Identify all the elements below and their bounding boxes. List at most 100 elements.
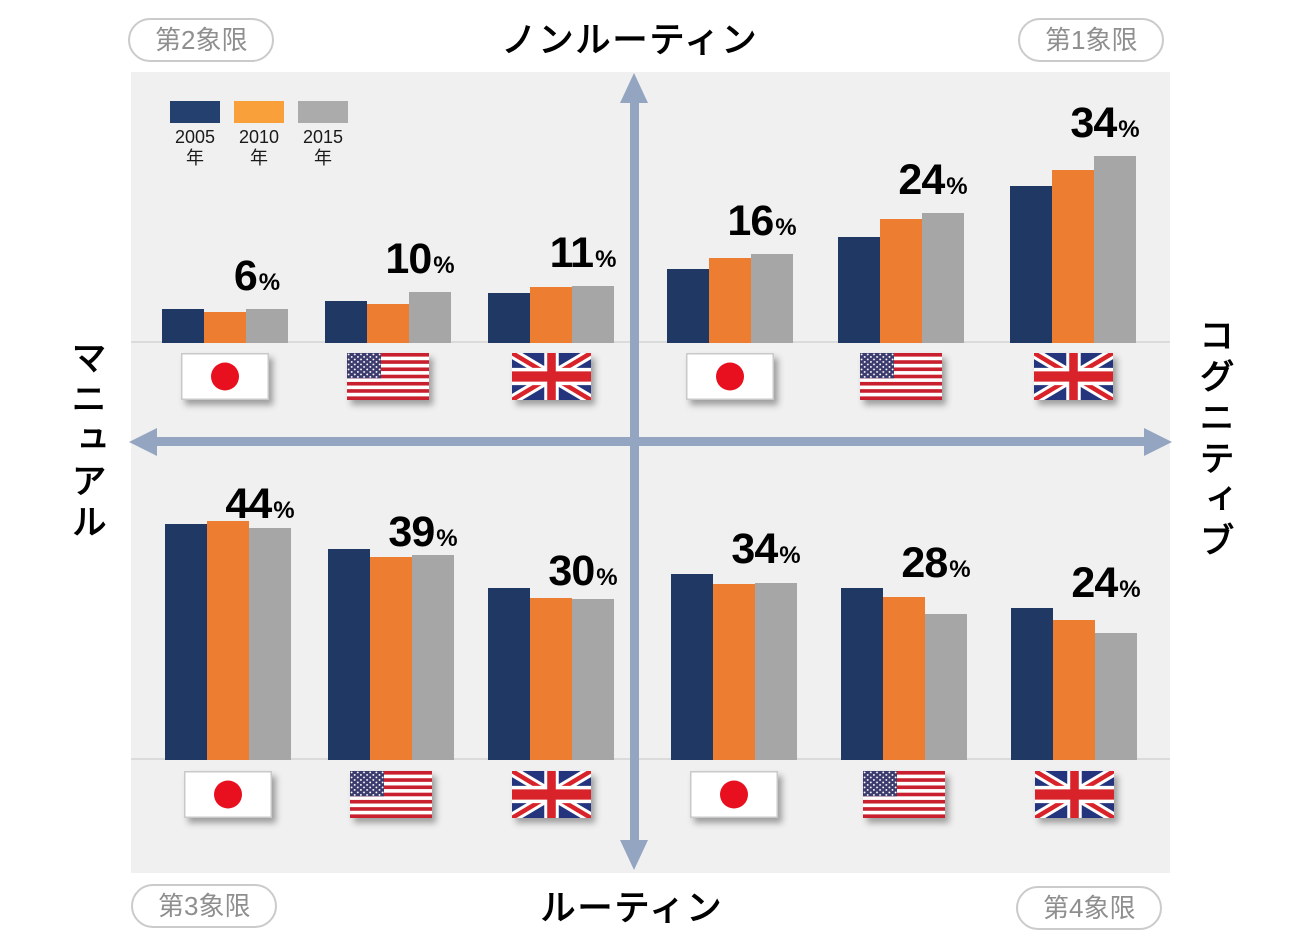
- quadrant-label-2: 第2象限: [128, 18, 275, 62]
- bar-bottom-right-usa-2010: [883, 596, 925, 760]
- percent-symbol: %: [596, 563, 618, 591]
- percent-symbol: %: [436, 524, 458, 552]
- bar-top-right-japan-2015: [751, 254, 793, 343]
- data-label-value: 39: [388, 507, 435, 556]
- data-label-bottom-left-japan: 44%: [225, 479, 295, 528]
- data-label-top-left-japan: 6%: [233, 251, 281, 300]
- percent-symbol: %: [1119, 575, 1141, 603]
- legend-year: 2005: [174, 127, 216, 147]
- bar-bottom-left-uk-2015: [572, 598, 614, 760]
- bar-top-left-usa-2015: [409, 291, 451, 343]
- bar-top-right-uk-2015: [1094, 156, 1136, 343]
- data-label-value: 24: [898, 155, 945, 204]
- bar-bottom-right-usa-2005: [841, 587, 883, 760]
- data-label-value: 28: [901, 538, 948, 587]
- bar-bottom-left-uk-2005: [488, 587, 530, 760]
- data-label-bottom-left-usa: 39%: [388, 507, 458, 556]
- bar-top-right-usa-2005: [838, 237, 880, 343]
- percent-symbol: %: [433, 251, 455, 279]
- data-label-bottom-right-uk: 24%: [1071, 558, 1141, 607]
- data-label-value: 24: [1071, 558, 1118, 607]
- arrow-up-icon: [620, 73, 648, 103]
- bar-top-left-japan-2010: [204, 312, 246, 343]
- data-label-value: 10: [385, 234, 432, 283]
- axis-label-cognitive: コグニティブ: [1194, 317, 1234, 563]
- bar-top-left-usa-2010: [367, 303, 409, 343]
- percent-symbol: %: [258, 268, 281, 296]
- horizontal-axis: [155, 437, 1147, 446]
- bar-top-left-usa-2005: [325, 301, 367, 343]
- percent-symbol: %: [595, 245, 617, 273]
- legend-label: 2010 年: [234, 127, 284, 169]
- data-label-value: 34: [1070, 99, 1117, 147]
- bar-bottom-left-usa-2010: [370, 556, 412, 760]
- usa-flag-icon: [860, 353, 942, 400]
- bar-bottom-right-japan-2010: [713, 584, 755, 760]
- uk-flag-icon: [1033, 353, 1113, 400]
- bar-bottom-left-japan-2015: [249, 527, 291, 760]
- bar-bottom-left-usa-2015: [412, 554, 454, 760]
- arrow-down-icon: [620, 840, 648, 870]
- bar-top-left-uk-2010: [530, 287, 572, 343]
- usa-flag-icon: [350, 771, 432, 818]
- data-label-value: 44: [225, 479, 272, 528]
- japan-flag-icon: [181, 353, 269, 400]
- axis-label-routine: ルーティン: [540, 889, 724, 928]
- legend-item-2005: 2005 年: [170, 101, 220, 169]
- plot-area: [131, 72, 1170, 873]
- uk-flag-icon: [511, 353, 591, 400]
- percent-symbol: %: [273, 496, 295, 524]
- data-label-top-left-usa: 10%: [385, 234, 455, 283]
- legend: 2005 年 2010 年 2015 年: [170, 101, 362, 169]
- legend-item-2015: 2015 年: [298, 101, 348, 169]
- percent-symbol: %: [946, 172, 968, 200]
- data-label-bottom-right-japan: 34%: [731, 528, 800, 571]
- data-label-top-right-usa: 24%: [898, 155, 968, 204]
- data-label-value: 11: [549, 228, 594, 277]
- legend-year: 2015: [302, 127, 344, 147]
- percent-symbol: %: [775, 214, 797, 242]
- data-label-value: 6: [233, 251, 258, 300]
- axis-label-nonroutine: ノンルーティン: [501, 21, 759, 60]
- bar-top-right-usa-2010: [880, 219, 922, 343]
- bar-top-right-japan-2005: [667, 269, 709, 343]
- data-label-top-right-japan: 16%: [727, 200, 796, 243]
- percent-symbol: %: [779, 542, 801, 570]
- bar-top-right-usa-2015: [922, 212, 964, 343]
- uk-flag-icon: [511, 771, 591, 818]
- legend-swatch-0: [170, 101, 220, 123]
- legend-item-2010: 2010 年: [234, 101, 284, 169]
- bar-bottom-right-uk-2010: [1053, 619, 1095, 760]
- legend-year-suffix: 年: [314, 148, 332, 168]
- vertical-axis: [629, 100, 639, 843]
- bar-bottom-right-uk-2015: [1095, 632, 1137, 760]
- data-label-bottom-right-usa: 28%: [901, 538, 970, 587]
- bar-bottom-right-usa-2015: [925, 613, 967, 760]
- japan-flag-icon: [690, 771, 778, 818]
- legend-label: 2005 年: [170, 127, 220, 169]
- japan-flag-icon: [686, 353, 774, 400]
- bar-bottom-right-japan-2015: [755, 582, 797, 760]
- japan-flag-icon: [184, 771, 272, 818]
- legend-year-suffix: 年: [250, 148, 268, 168]
- quadrant-label-3: 第3象限: [131, 884, 278, 928]
- bar-top-left-japan-2015: [246, 309, 288, 343]
- legend-year: 2010: [238, 127, 280, 147]
- bar-top-right-japan-2010: [709, 258, 751, 343]
- arrow-right-icon: [1144, 427, 1172, 456]
- bar-bottom-left-uk-2010: [530, 597, 572, 760]
- percent-symbol: %: [1118, 116, 1140, 143]
- bar-bottom-left-japan-2005: [165, 524, 207, 760]
- legend-swatch-1: [234, 101, 284, 123]
- bar-bottom-left-japan-2010: [207, 520, 249, 760]
- data-label-top-right-uk: 34%: [1070, 102, 1139, 145]
- usa-flag-icon: [347, 353, 429, 400]
- arrow-left-icon: [129, 427, 157, 456]
- bar-bottom-right-uk-2005: [1011, 607, 1053, 760]
- legend-label: 2015 年: [298, 127, 348, 169]
- legend-year-suffix: 年: [186, 148, 204, 168]
- axis-label-manual: マニュアル: [66, 339, 106, 545]
- data-label-value: 30: [548, 546, 595, 595]
- bar-top-left-japan-2005: [162, 308, 204, 343]
